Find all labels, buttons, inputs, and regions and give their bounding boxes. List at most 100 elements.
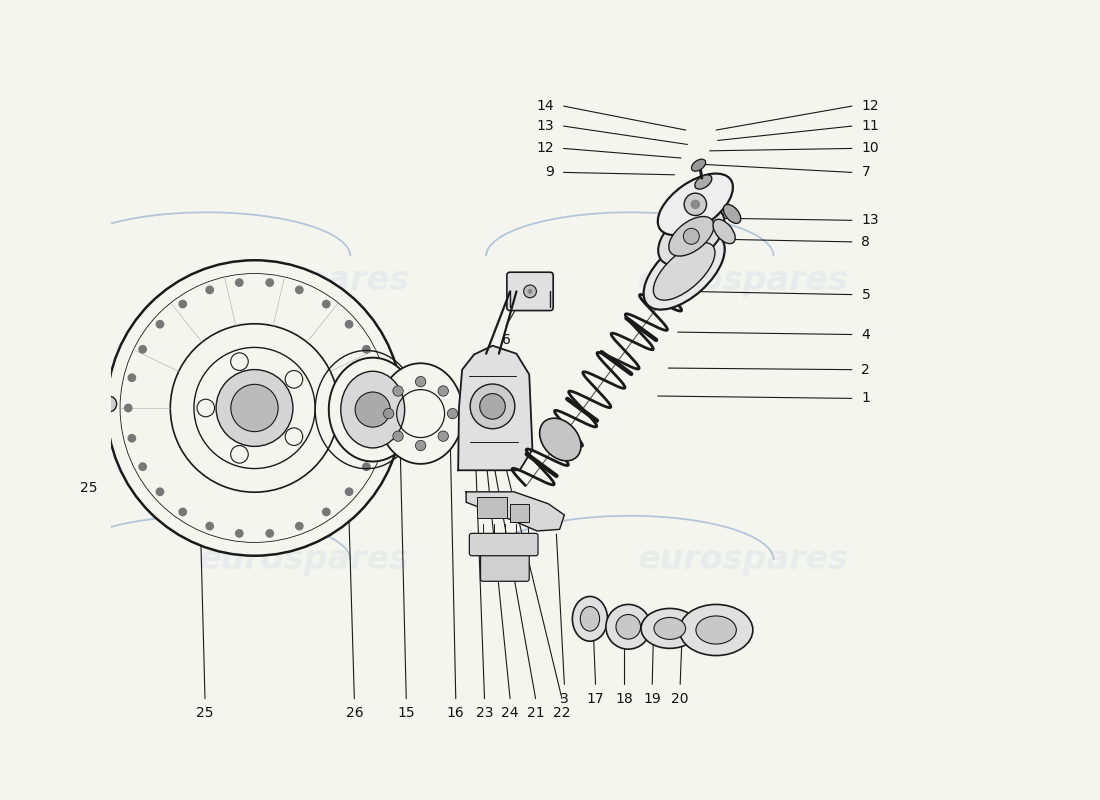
Circle shape <box>265 278 274 287</box>
Circle shape <box>448 408 458 418</box>
Text: 13: 13 <box>537 119 554 133</box>
Text: 6: 6 <box>502 333 510 347</box>
Ellipse shape <box>606 605 650 649</box>
Circle shape <box>524 285 537 298</box>
Bar <box>510 504 529 522</box>
Circle shape <box>197 399 215 417</box>
Circle shape <box>528 289 532 294</box>
Ellipse shape <box>680 605 752 655</box>
Text: eurospares: eurospares <box>198 264 409 297</box>
Circle shape <box>438 386 449 396</box>
Circle shape <box>170 324 339 492</box>
Ellipse shape <box>581 606 600 631</box>
Text: 4: 4 <box>861 327 870 342</box>
Ellipse shape <box>653 242 715 300</box>
Circle shape <box>231 353 249 370</box>
Text: 15: 15 <box>397 706 415 720</box>
Circle shape <box>194 347 315 469</box>
Text: 23: 23 <box>476 706 493 720</box>
Circle shape <box>295 522 304 530</box>
Text: 24: 24 <box>502 706 519 720</box>
Circle shape <box>416 440 426 450</box>
Circle shape <box>373 374 382 382</box>
Text: 13: 13 <box>861 214 879 227</box>
Circle shape <box>128 374 136 382</box>
Circle shape <box>373 434 382 442</box>
Ellipse shape <box>658 207 725 266</box>
Circle shape <box>322 507 331 516</box>
Circle shape <box>265 529 274 538</box>
Circle shape <box>322 300 331 309</box>
Circle shape <box>216 370 293 446</box>
FancyBboxPatch shape <box>507 272 553 310</box>
Text: 5: 5 <box>861 287 870 302</box>
Ellipse shape <box>341 371 405 448</box>
Text: 3: 3 <box>560 692 569 706</box>
Circle shape <box>178 507 187 516</box>
Ellipse shape <box>695 175 712 189</box>
Ellipse shape <box>669 217 714 256</box>
Text: 2: 2 <box>861 362 870 377</box>
Circle shape <box>285 370 303 388</box>
Ellipse shape <box>329 358 417 462</box>
Text: 16: 16 <box>447 706 464 720</box>
Circle shape <box>362 462 371 471</box>
Circle shape <box>235 278 244 287</box>
Circle shape <box>128 434 136 442</box>
Ellipse shape <box>692 159 705 171</box>
Text: 10: 10 <box>861 142 879 155</box>
Ellipse shape <box>713 219 735 244</box>
Circle shape <box>344 487 353 496</box>
Circle shape <box>470 384 515 429</box>
Circle shape <box>101 396 117 412</box>
Ellipse shape <box>696 616 736 644</box>
Text: 18: 18 <box>615 692 634 706</box>
Polygon shape <box>466 492 564 531</box>
Circle shape <box>231 384 278 432</box>
Text: 12: 12 <box>537 142 554 155</box>
Text: 12: 12 <box>861 99 879 113</box>
Text: 14: 14 <box>537 99 554 113</box>
Text: eurospares: eurospares <box>638 264 849 297</box>
Text: 22: 22 <box>553 706 571 720</box>
Polygon shape <box>459 346 532 470</box>
Circle shape <box>376 403 385 412</box>
Circle shape <box>393 386 404 396</box>
Circle shape <box>155 320 164 329</box>
Ellipse shape <box>724 205 740 223</box>
Text: 25: 25 <box>80 481 98 495</box>
Circle shape <box>393 431 404 442</box>
Text: 7: 7 <box>861 166 870 179</box>
Circle shape <box>344 320 353 329</box>
Text: 21: 21 <box>527 706 544 720</box>
Bar <box>476 498 507 518</box>
Circle shape <box>139 462 147 471</box>
Text: 20: 20 <box>671 692 689 706</box>
Ellipse shape <box>616 614 640 639</box>
Text: 19: 19 <box>644 692 661 706</box>
Text: 1: 1 <box>861 391 870 406</box>
Circle shape <box>691 199 700 209</box>
Ellipse shape <box>378 363 463 464</box>
Circle shape <box>231 446 249 463</box>
Text: eurospares: eurospares <box>198 543 409 576</box>
Circle shape <box>480 394 505 419</box>
Ellipse shape <box>644 234 725 310</box>
Text: eurospares: eurospares <box>638 543 849 576</box>
Circle shape <box>139 345 147 354</box>
Circle shape <box>285 428 303 446</box>
Text: 26: 26 <box>345 706 363 720</box>
Ellipse shape <box>572 597 607 641</box>
Ellipse shape <box>540 418 581 461</box>
Circle shape <box>206 286 214 294</box>
Ellipse shape <box>658 174 733 235</box>
Circle shape <box>683 228 700 244</box>
Circle shape <box>206 522 214 530</box>
Circle shape <box>438 431 449 442</box>
FancyBboxPatch shape <box>470 534 538 556</box>
Circle shape <box>178 300 187 309</box>
Ellipse shape <box>641 609 698 648</box>
Circle shape <box>107 260 403 556</box>
Text: 8: 8 <box>861 235 870 249</box>
Text: 9: 9 <box>546 166 554 179</box>
